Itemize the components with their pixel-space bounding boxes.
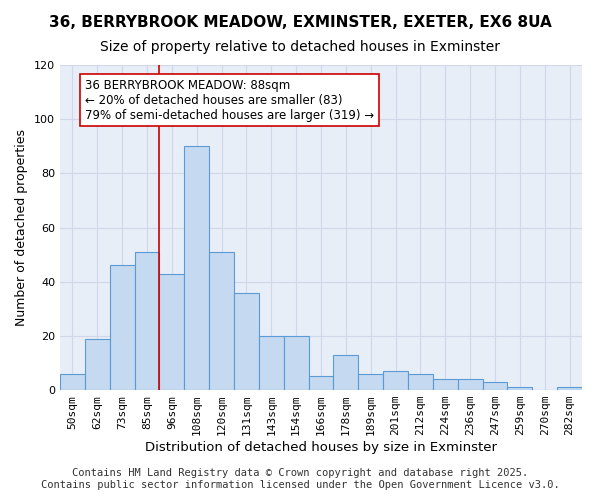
Bar (308, 376, 334, 390)
Y-axis label: Number of detached properties: Number of detached properties (16, 129, 28, 326)
Text: 36, BERRYBROOK MEADOW, EXMINSTER, EXETER, EX6 8UA: 36, BERRYBROOK MEADOW, EXMINSTER, EXETER… (49, 15, 551, 30)
X-axis label: Distribution of detached houses by size in Exminster: Distribution of detached houses by size … (145, 441, 497, 454)
Bar (508, 388, 532, 390)
Bar (110, 266, 134, 390)
Bar (209, 252, 234, 390)
Bar (184, 146, 209, 390)
Text: Contains HM Land Registry data © Crown copyright and database right 2025.
Contai: Contains HM Land Registry data © Crown c… (41, 468, 559, 490)
Bar (383, 371, 408, 390)
Bar (358, 374, 383, 390)
Bar (85, 338, 110, 390)
Bar (458, 379, 482, 390)
Bar (234, 292, 259, 390)
Bar (482, 382, 508, 390)
Bar (60, 374, 85, 390)
Bar (259, 336, 284, 390)
Bar (557, 388, 582, 390)
Bar (284, 336, 308, 390)
Text: Size of property relative to detached houses in Exminster: Size of property relative to detached ho… (100, 40, 500, 54)
Text: 36 BERRYBROOK MEADOW: 88sqm
← 20% of detached houses are smaller (83)
79% of sem: 36 BERRYBROOK MEADOW: 88sqm ← 20% of det… (85, 78, 374, 122)
Bar (433, 379, 458, 390)
Bar (134, 252, 160, 390)
Bar (334, 355, 358, 390)
Bar (160, 274, 184, 390)
Bar (408, 374, 433, 390)
